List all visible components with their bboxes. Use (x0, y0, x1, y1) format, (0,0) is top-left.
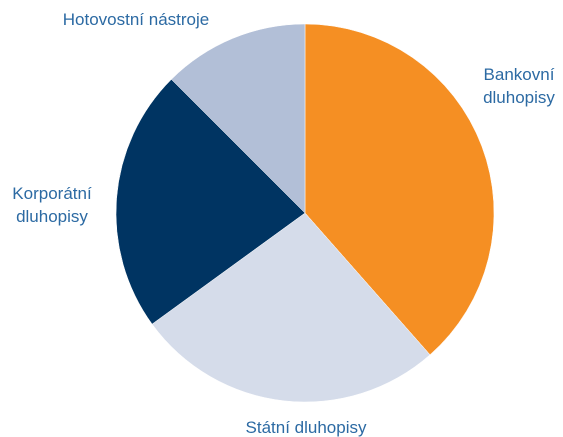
pie-slice-3 (115, 79, 306, 325)
pie-slice-label: Hotovostní nástroje (63, 10, 209, 29)
pie-slice-4 (171, 23, 306, 214)
pie-slices (115, 23, 495, 403)
pie-slice-label: Korporátní dluhopisy (12, 184, 92, 226)
pie-labels: Bankovní dluhopisy Státní dluhopisy Korporá… (12, 10, 555, 437)
pie-slice-label: Bankovní dluhopisy (483, 65, 555, 107)
pie-slice-2 (151, 212, 431, 403)
pie-slice-1 (304, 23, 495, 356)
pie-slice-label: Státní dluhopisy (246, 418, 367, 437)
